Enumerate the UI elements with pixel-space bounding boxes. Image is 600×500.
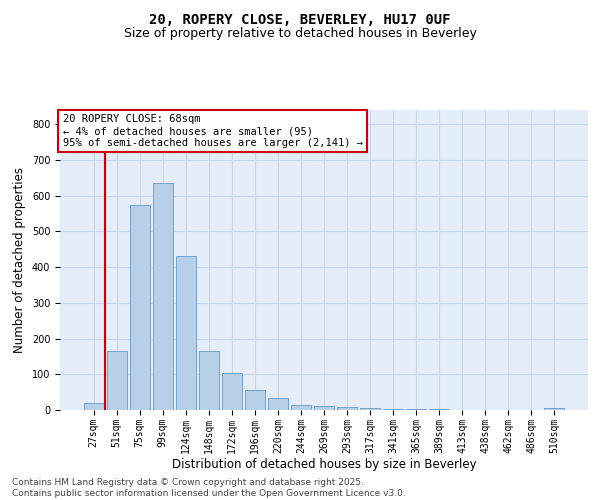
Bar (314, 406, 334, 410)
Bar (199, 351, 218, 410)
Bar (130, 204, 149, 410)
Bar (406, 409, 426, 410)
Bar (222, 373, 242, 410)
X-axis label: Distribution of detached houses by size in Beverley: Distribution of detached houses by size … (172, 458, 476, 471)
Bar (383, 408, 403, 410)
Text: 20 ROPERY CLOSE: 68sqm
← 4% of detached houses are smaller (95)
95% of semi-deta: 20 ROPERY CLOSE: 68sqm ← 4% of detached … (62, 114, 362, 148)
Bar (291, 404, 311, 410)
Bar (176, 256, 196, 410)
Bar (544, 408, 564, 410)
Text: Contains HM Land Registry data © Crown copyright and database right 2025.
Contai: Contains HM Land Registry data © Crown c… (12, 478, 406, 498)
Bar (153, 183, 173, 410)
Text: Size of property relative to detached houses in Beverley: Size of property relative to detached ho… (124, 28, 476, 40)
Bar (360, 408, 380, 410)
Bar (337, 407, 357, 410)
Bar (268, 398, 288, 410)
Bar (245, 390, 265, 410)
Bar (107, 351, 127, 410)
Y-axis label: Number of detached properties: Number of detached properties (13, 167, 26, 353)
Text: 20, ROPERY CLOSE, BEVERLEY, HU17 0UF: 20, ROPERY CLOSE, BEVERLEY, HU17 0UF (149, 12, 451, 26)
Bar (84, 403, 104, 410)
